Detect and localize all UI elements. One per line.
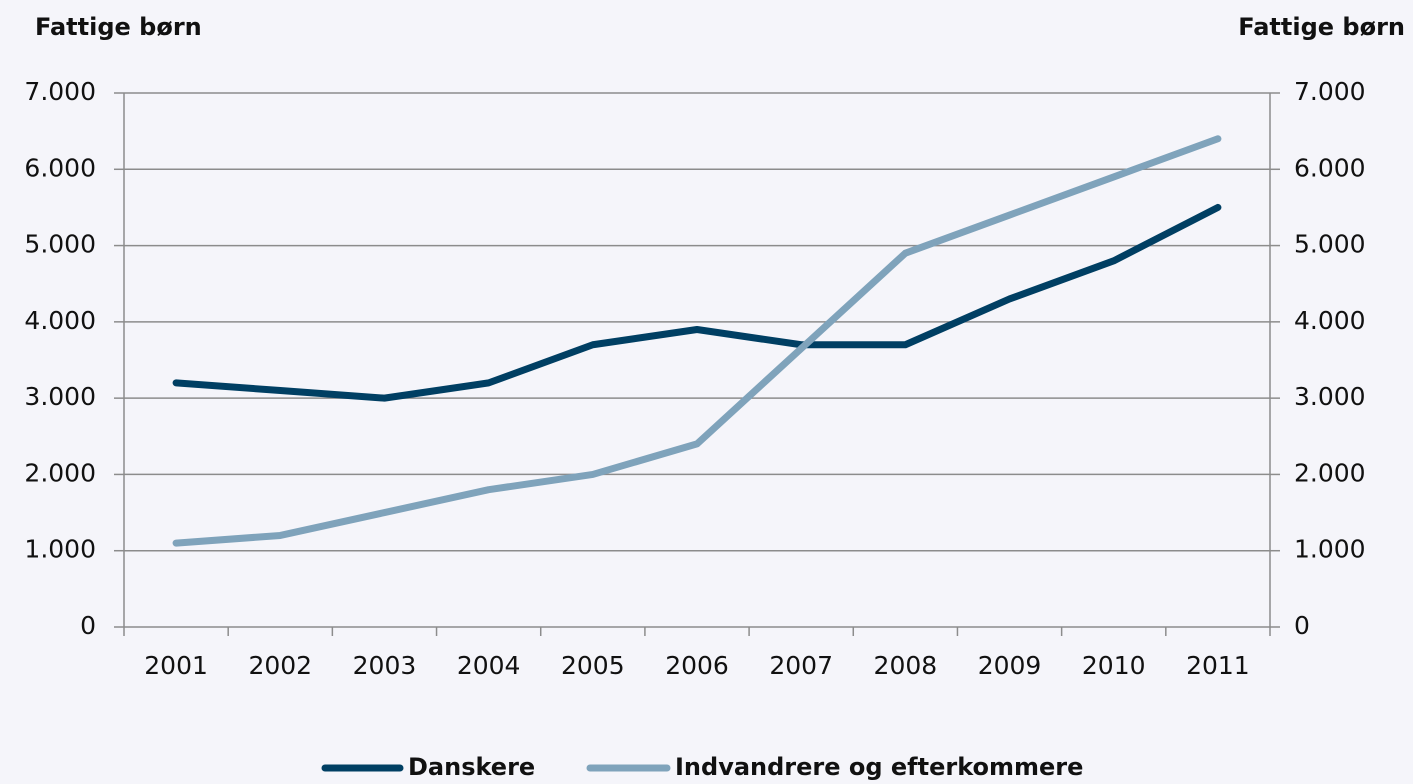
x-tick-label: 2008: [874, 651, 938, 680]
x-tick-label: 2009: [978, 651, 1042, 680]
y2-tick-label: 5.000: [1294, 230, 1366, 259]
y2-tick-label: 4.000: [1294, 306, 1366, 335]
x-tick-label: 2005: [561, 651, 625, 680]
x-tick-label: 2011: [1186, 651, 1250, 680]
line-series: [172, 203, 1222, 402]
y-tick-label: 0: [80, 611, 96, 640]
y2-tick-label: 0: [1294, 611, 1310, 640]
y-tick-label: 6.000: [24, 153, 96, 182]
line-series: [172, 135, 1222, 547]
legend-label: Danskere: [408, 753, 535, 781]
x-tick-label: 2002: [248, 651, 312, 680]
y2-tick-label: 3.000: [1294, 382, 1366, 411]
y-tick-label: 7.000: [24, 77, 96, 106]
y2-axis-title: Fattige børn: [1238, 13, 1405, 41]
y-tick-label: 1.000: [24, 535, 96, 564]
x-tick-label: 2007: [769, 651, 833, 680]
x-tick-label: 2003: [353, 651, 417, 680]
y2-tick-label: 7.000: [1294, 77, 1366, 106]
x-tick-label: 2004: [457, 651, 521, 680]
y-tick-label: 4.000: [24, 306, 96, 335]
y-axis-title: Fattige børn: [35, 13, 202, 41]
x-tick-label: 2006: [665, 651, 729, 680]
y-tick-label: 3.000: [24, 382, 96, 411]
legend-label: Indvandrere og efterkommere: [675, 753, 1083, 781]
y2-tick-label: 1.000: [1294, 535, 1366, 564]
y-tick-label: 2.000: [24, 458, 96, 487]
y2-tick-label: 2.000: [1294, 458, 1366, 487]
x-tick-label: 2010: [1082, 651, 1146, 680]
y-tick-label: 5.000: [24, 230, 96, 259]
y2-tick-label: 6.000: [1294, 153, 1366, 182]
x-tick-label: 2001: [144, 651, 208, 680]
